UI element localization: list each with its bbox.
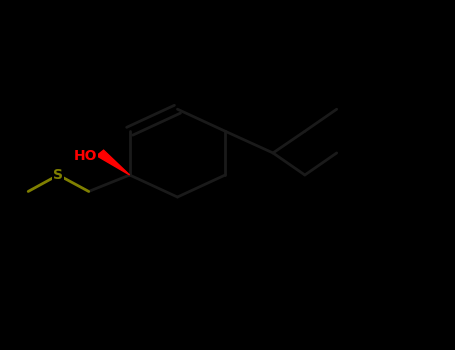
- Text: S: S: [53, 168, 63, 182]
- Text: HO: HO: [74, 149, 97, 163]
- Polygon shape: [96, 150, 130, 175]
